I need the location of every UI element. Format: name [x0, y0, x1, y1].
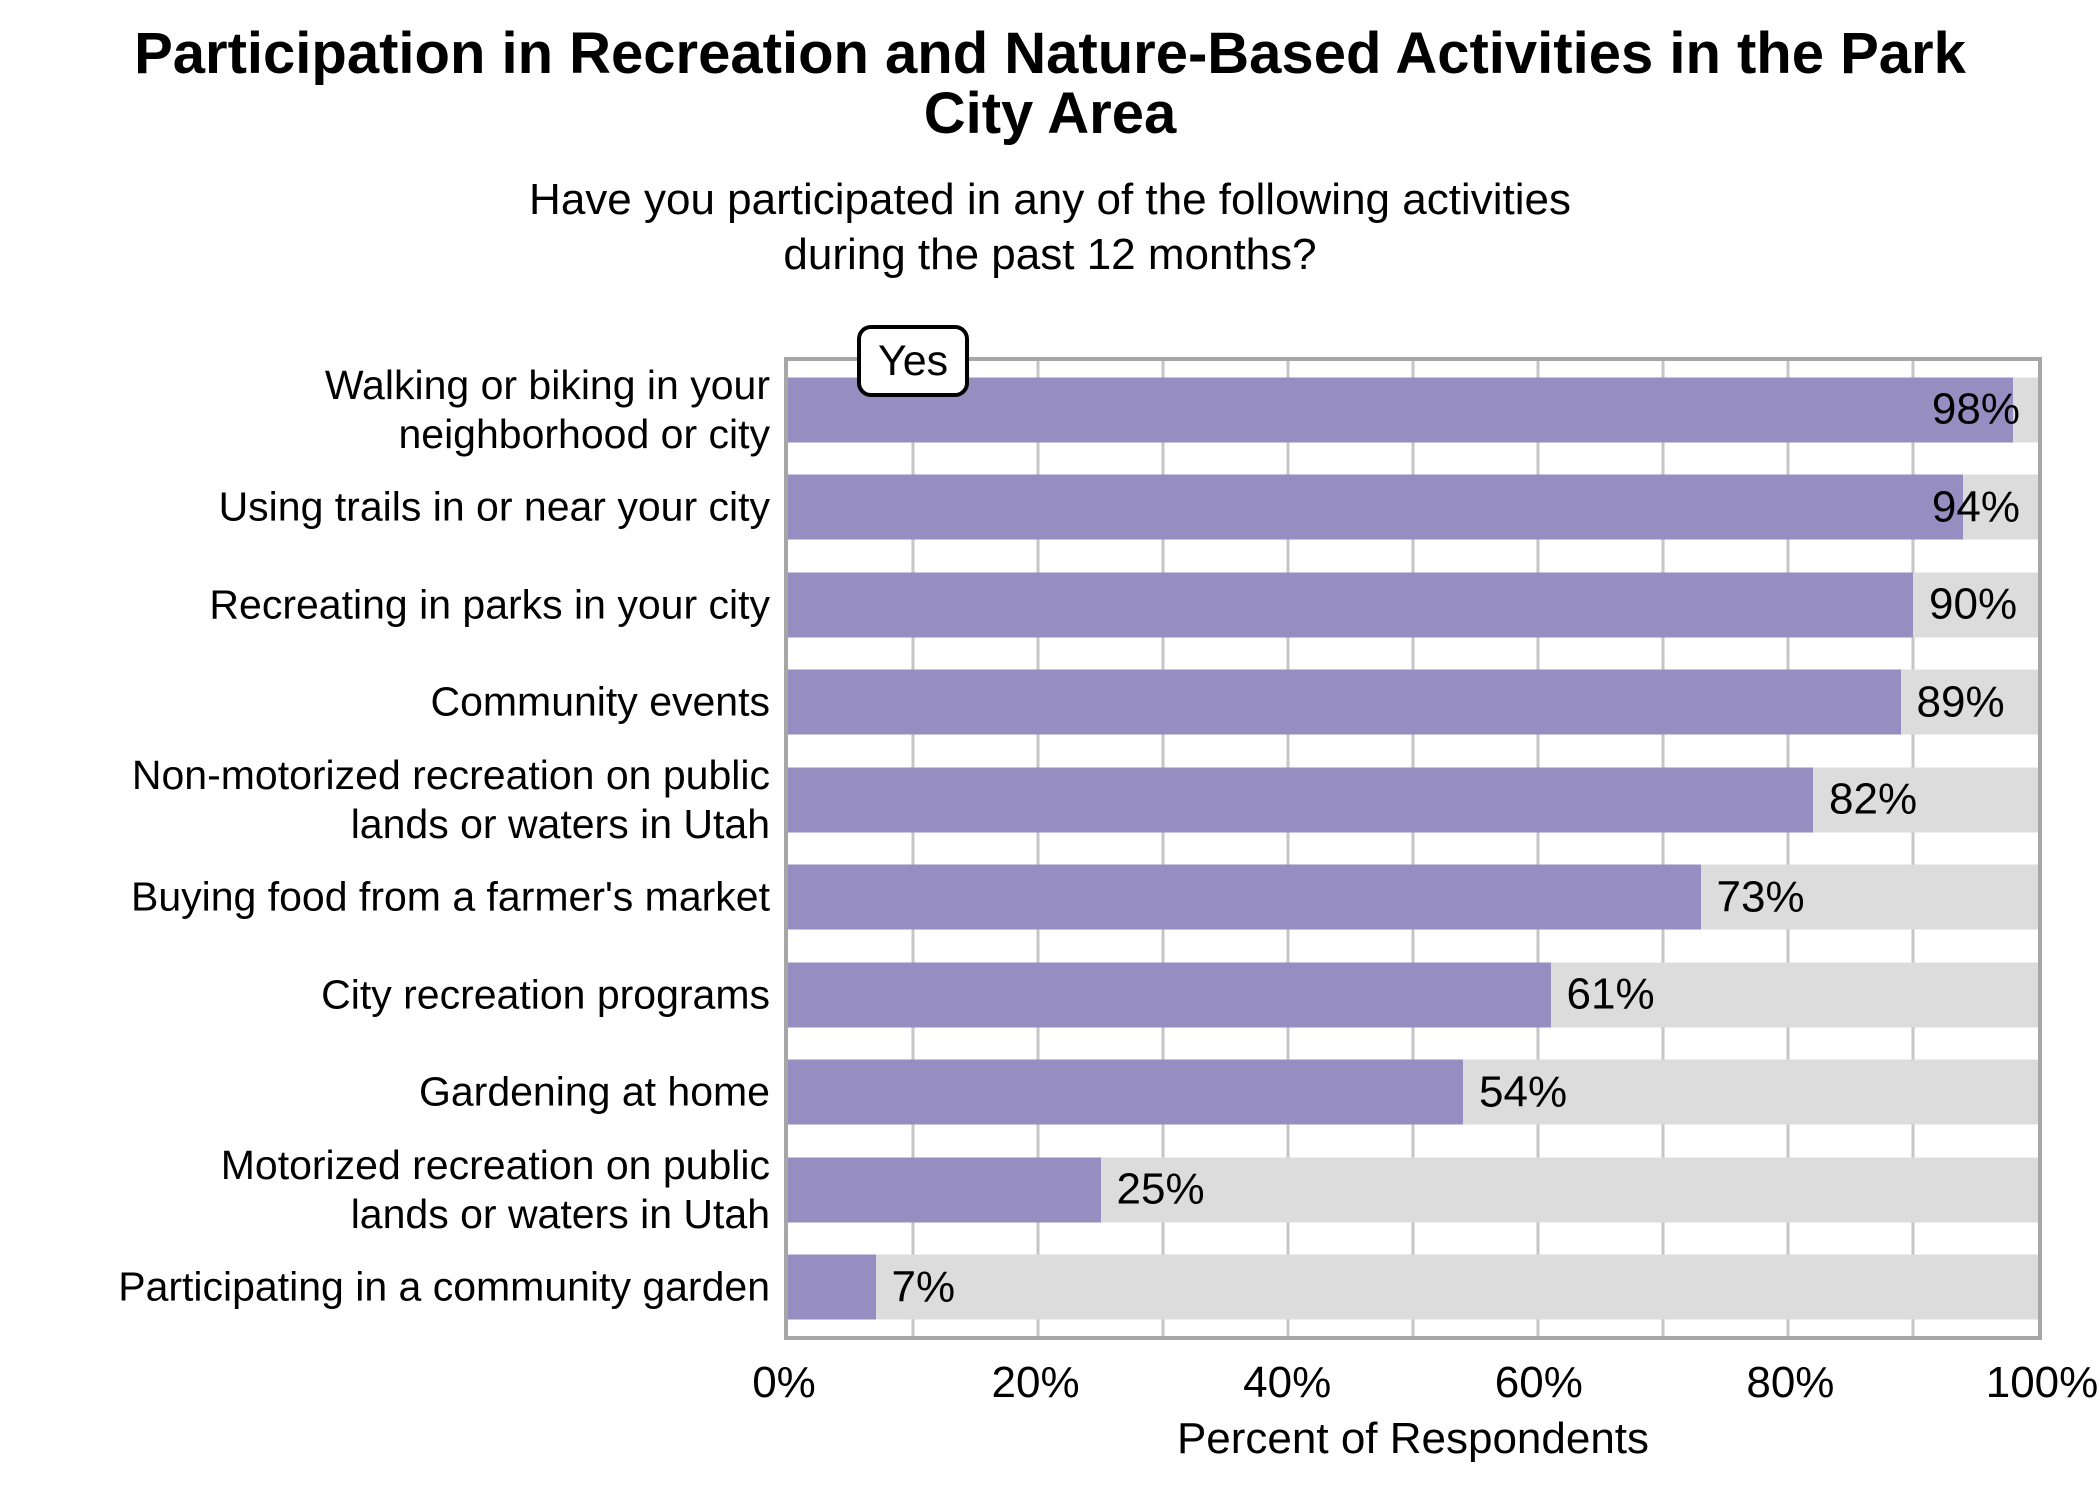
gridline-40pct	[1286, 361, 1290, 1336]
x-axis-tick-label: 20%	[991, 1358, 1080, 1407]
gridline-90pct	[1911, 361, 1915, 1336]
bar-row: 7%	[788, 1239, 2038, 1337]
y-axis-category-labels: Walking or biking in your neighborhood o…	[0, 357, 770, 1340]
bar	[788, 669, 1901, 735]
bar-track: 7%	[788, 1254, 2038, 1320]
plot-area: 98% 94% 90% 89% 82% 73% 61% 54% 25% 7%	[784, 357, 2042, 1340]
bar-row: 61%	[788, 946, 2038, 1044]
bar-track: 82%	[788, 767, 2038, 833]
bar-row: 94%	[788, 459, 2038, 557]
bar	[788, 962, 1551, 1028]
category-label: Gardening at home	[418, 1068, 770, 1115]
bar-value-label: 25%	[1116, 1164, 1205, 1214]
bar	[788, 377, 2013, 443]
gridline-70pct	[1661, 361, 1665, 1336]
bar-value-label: 61%	[1566, 969, 1655, 1019]
category-label: Participating in a community garden	[118, 1263, 770, 1310]
bar-track: 54%	[788, 1059, 2038, 1125]
bar-value-label: 54%	[1479, 1067, 1568, 1117]
bar-value-label: 82%	[1829, 774, 1918, 824]
bar-row: 98%	[788, 361, 2038, 459]
category-label: Using trails in or near your city	[218, 483, 770, 530]
bar-value-label: 73%	[1716, 872, 1805, 922]
chart-subtitle-line1: Have you participated in any of the foll…	[529, 175, 1571, 224]
category-label: Motorized recreation on public lands or …	[220, 1141, 770, 1237]
bar-row: 25%	[788, 1141, 2038, 1239]
bar	[788, 474, 1963, 540]
gridline-80pct	[1786, 361, 1790, 1336]
gridline-60pct	[1536, 361, 1540, 1336]
chart-title: Participation in Recreation and Nature-B…	[0, 24, 2100, 144]
category-label: Buying food from a farmer's market	[130, 873, 770, 920]
x-axis-tick-label: 80%	[1746, 1358, 1835, 1407]
bar	[788, 1254, 876, 1320]
bar-value-label: 7%	[891, 1262, 956, 1312]
chart-subtitle-line2: during the past 12 months?	[783, 230, 1317, 279]
chart-title-line2: City Area	[923, 81, 1177, 146]
x-axis-tick-labels: 0% 20% 40% 60% 80% 100%	[752, 1358, 2098, 1410]
bar-row: 54%	[788, 1044, 2038, 1142]
legend-yes-badge: Yes	[857, 325, 970, 397]
gridline-30pct	[1161, 361, 1165, 1336]
bar-track: 61%	[788, 962, 2038, 1028]
category-label: Community events	[430, 678, 770, 725]
bar-track: 94%	[788, 474, 2038, 540]
category-label: Non-motorized recreation on public lands…	[131, 751, 770, 847]
gridline-20pct	[1036, 361, 1040, 1336]
bar	[788, 1157, 1101, 1223]
bar-value-label: 90%	[1929, 579, 2018, 629]
bar-row: 73%	[788, 849, 2038, 947]
bar-value-label: 94%	[1931, 482, 2020, 532]
x-axis-tick-label: 60%	[1494, 1358, 1583, 1407]
bar-row: 90%	[788, 556, 2038, 654]
category-label: Walking or biking in your neighborhood o…	[324, 361, 770, 457]
x-axis-title: Percent of Respondents	[1176, 1414, 1650, 1463]
bar-track: 25%	[788, 1157, 2038, 1223]
legend-yes-label: Yes	[878, 337, 949, 385]
x-axis-tick-label: 100%	[1985, 1358, 2099, 1407]
chart-title-line1: Participation in Recreation and Nature-B…	[134, 21, 1966, 86]
bar-track: 89%	[788, 669, 2038, 735]
bar-row: 82%	[788, 751, 2038, 849]
bar-track: 73%	[788, 864, 2038, 930]
bar	[788, 864, 1701, 930]
bar	[788, 1059, 1463, 1125]
bar-value-label: 98%	[1931, 384, 2020, 434]
x-axis-tick-label: 40%	[1243, 1358, 1332, 1407]
gridline-50pct	[1411, 361, 1415, 1336]
chart-subtitle: Have you participated in any of the foll…	[0, 172, 2100, 282]
x-axis-tick-label: 0%	[752, 1358, 816, 1407]
category-label: Recreating in parks in your city	[209, 581, 770, 628]
bar	[788, 572, 1913, 638]
bar-row: 89%	[788, 654, 2038, 752]
bar-track: 90%	[788, 572, 2038, 638]
category-label: City recreation programs	[321, 971, 770, 1018]
gridline-10pct	[911, 361, 915, 1336]
bar	[788, 767, 1813, 833]
bar-value-label: 89%	[1916, 677, 2005, 727]
bar-track: 98%	[788, 377, 2038, 443]
